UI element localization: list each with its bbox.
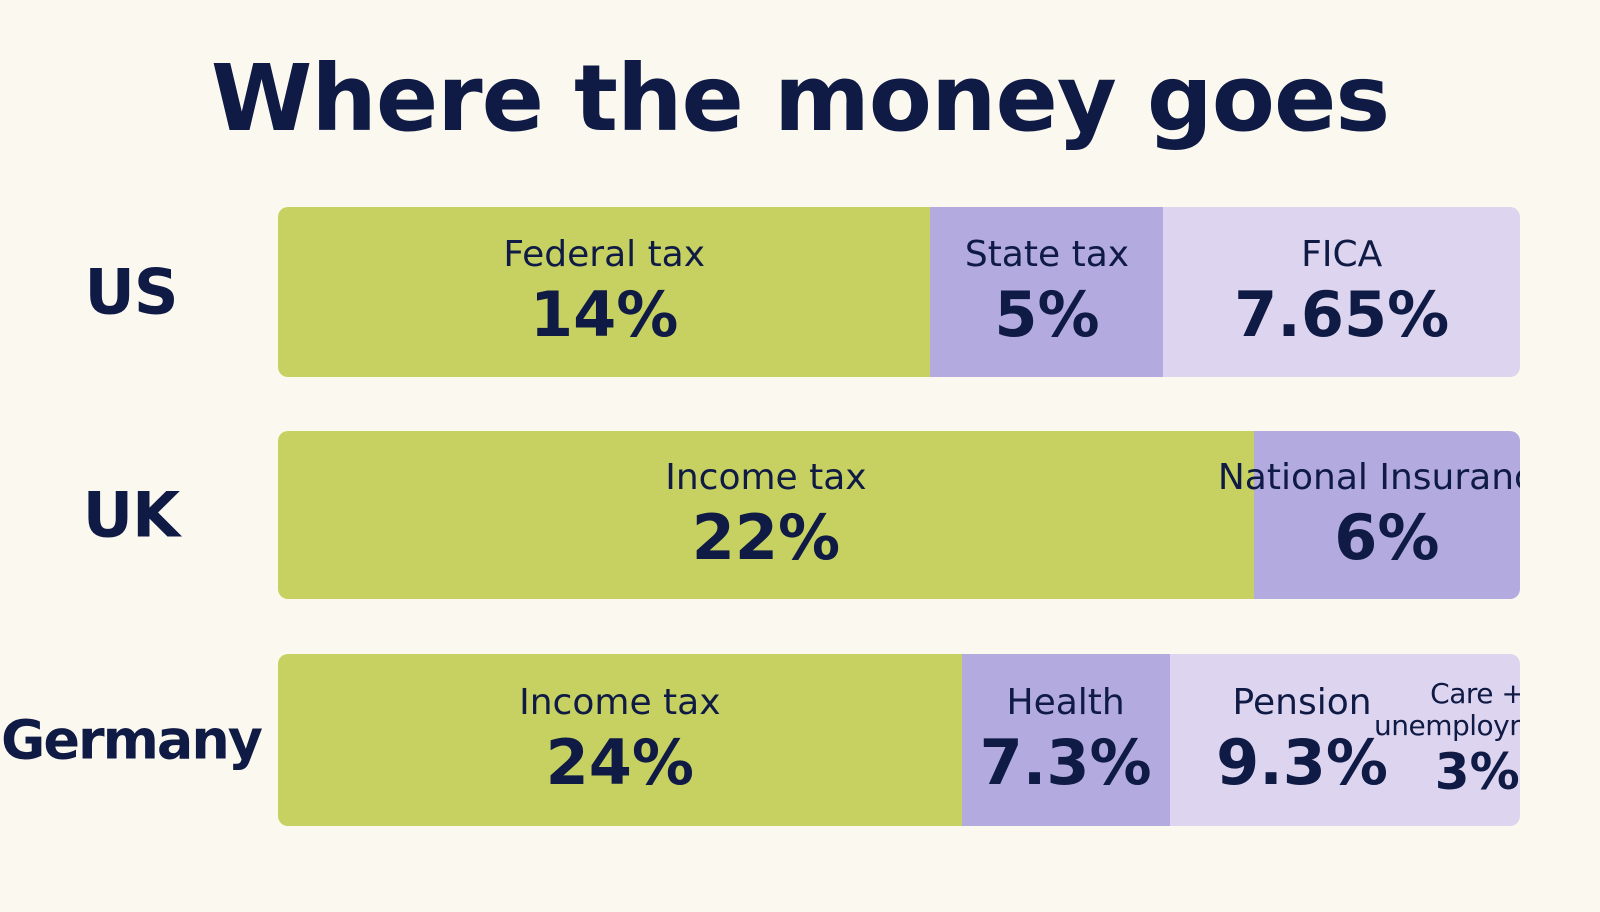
segment-value: 6% <box>1334 501 1440 575</box>
segment-label: State tax <box>964 233 1130 275</box>
country-label: US <box>84 255 179 329</box>
segment-value: 5% <box>994 278 1100 352</box>
segment-value: 3% <box>1434 743 1520 802</box>
bar-segment-income-tax: Income tax 24% <box>278 654 962 826</box>
bar-segment-income-tax: Income tax 22% <box>278 431 1254 599</box>
bar-segment-federal-tax: Federal tax 14% <box>278 207 931 377</box>
chart-row-us: US Federal tax 14% State tax 5% FICA 7.65% <box>0 207 1600 377</box>
chart-title: Where the money goes <box>210 45 1390 152</box>
country-label: Germany <box>1 708 263 772</box>
segment-label: Care + unemployment <box>1374 677 1520 743</box>
bar-segment-pension: Pension 9.3% <box>1169 654 1435 826</box>
segment-value: 9.3% <box>1216 726 1389 800</box>
bar-segment-health: Health 7.3% <box>961 654 1170 826</box>
segment-value: 7.65% <box>1234 278 1450 352</box>
stacked-bar: Federal tax 14% State tax 5% FICA 7.65% <box>278 207 1520 377</box>
stacked-bar: Income tax 24% Health 7.3% Pension 9.3% Care +… <box>278 654 1520 826</box>
segment-value: 7.3% <box>979 726 1152 800</box>
bar-segment-national-insurance: National Insurance6% <box>1218 431 1520 599</box>
segment-value: 24% <box>545 726 695 800</box>
segment-label: Pension <box>1232 681 1372 723</box>
country-label: UK <box>82 478 180 552</box>
segment-label: Federal tax <box>503 233 706 275</box>
bar-segment-state-tax: State tax 5% <box>930 207 1164 377</box>
segment-label: Income tax <box>665 456 867 498</box>
segment-label: Income tax <box>519 681 721 723</box>
segment-value: 22% <box>691 501 841 575</box>
chart-row-germany: Germany Income tax 24% Health 7.3% Pension 9.3… <box>0 654 1600 826</box>
segment-label: FICA <box>1301 233 1383 275</box>
segment-label: National Insurance <box>1217 456 1520 498</box>
bar-segment-care-unemployment: Care + unemployment3% <box>1374 654 1520 826</box>
segment-label: Health <box>1006 681 1125 723</box>
segment-value: 14% <box>530 278 679 352</box>
bar-segment-fica: FICA 7.65% <box>1163 207 1520 377</box>
